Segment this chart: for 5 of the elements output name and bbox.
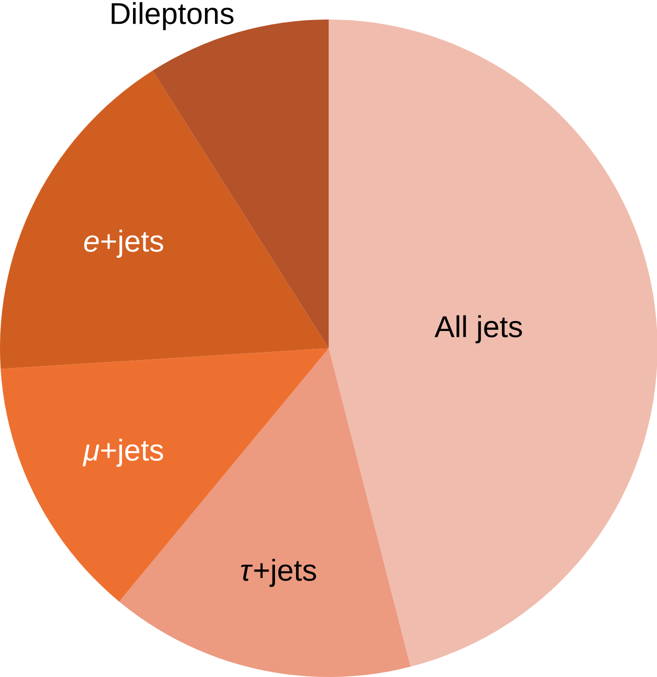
- slice-label: τ+jets: [240, 558, 316, 587]
- slice-label: Dileptons: [112, 2, 234, 30]
- slice-label: All jets: [434, 315, 522, 344]
- slice-label: μ+jets: [82, 438, 163, 467]
- slice-label: e+jets: [84, 230, 163, 258]
